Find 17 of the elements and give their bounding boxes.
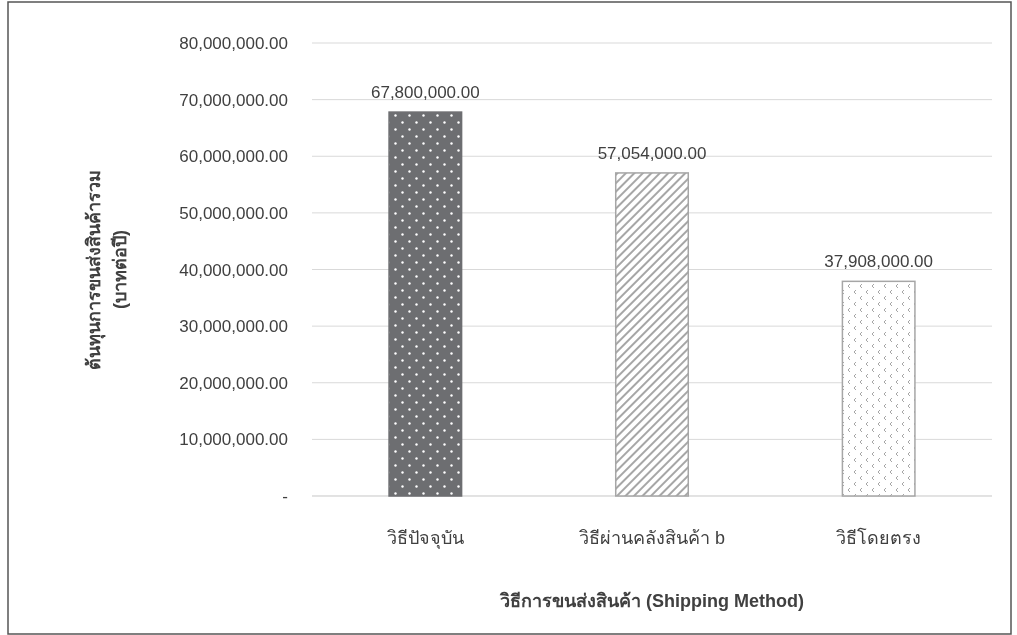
- y-tick-label: 30,000,000.00: [179, 317, 288, 337]
- x-tick-label: วิธีผ่านคลังสินค้า b: [578, 528, 726, 548]
- y-tick-label: -: [282, 487, 288, 506]
- data-label: 67,800,000.00: [370, 83, 480, 103]
- y-tick-label: 50,000,000.00: [179, 203, 288, 223]
- y-tick-label: 20,000,000.00: [179, 373, 288, 393]
- x-axis-title: วิธีการขนส่งสินค้า (Shipping Method): [499, 591, 804, 611]
- x-tick-label: วิธีโดยตรง: [836, 527, 922, 548]
- data-label: 37,908,000.00: [824, 252, 934, 272]
- y-tick-label: 70,000,000.00: [179, 90, 288, 110]
- y-tick-label: 60,000,000.00: [179, 147, 288, 167]
- x-tick-label: วิธีปัจจุบัน: [386, 528, 464, 549]
- y-tick-label: 40,000,000.00: [179, 260, 288, 280]
- y-axis-title: ต้นทุนการขนส่งสินค้ารวม (บาทต่อปี): [84, 169, 130, 370]
- data-label: 57,054,000.00: [597, 143, 707, 163]
- y-tick-label: 80,000,000.00: [179, 34, 288, 53]
- y-tick-label: 10,000,000.00: [179, 430, 288, 450]
